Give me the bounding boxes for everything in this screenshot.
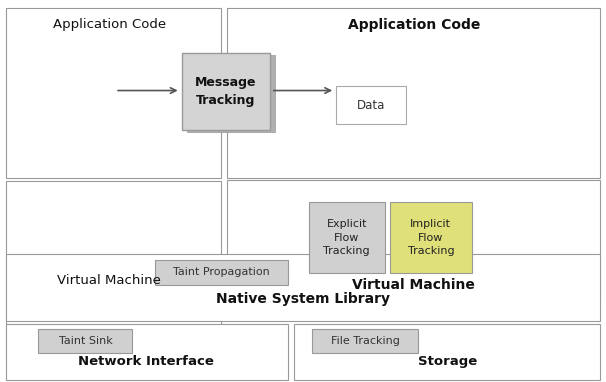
Bar [187, 55, 275, 132]
Bar [6, 181, 221, 359]
Text: File Tracking: File Tracking [331, 336, 400, 346]
Text: Taint Propagation: Taint Propagation [173, 267, 270, 277]
Bar [6, 324, 288, 380]
Bar [336, 86, 406, 124]
Text: Storage: Storage [418, 355, 477, 368]
Text: Application Code: Application Code [348, 18, 480, 32]
Bar [312, 329, 418, 353]
Bar [155, 260, 288, 285]
Bar [6, 8, 221, 178]
Bar [294, 324, 600, 380]
Text: Message
Tracking: Message Tracking [195, 76, 256, 107]
Text: Application Code: Application Code [53, 18, 165, 31]
Text: Network Interface: Network Interface [78, 355, 213, 368]
Bar [309, 202, 385, 273]
Text: Implicit
Flow
Tracking: Implicit Flow Tracking [408, 219, 454, 256]
Bar [38, 329, 132, 353]
Text: Native System Library: Native System Library [216, 292, 390, 306]
Bar [6, 254, 600, 321]
Text: Explicit
Flow
Tracking: Explicit Flow Tracking [324, 219, 370, 256]
Bar [182, 53, 270, 130]
Bar [227, 8, 600, 178]
Text: Data: Data [358, 99, 385, 112]
Bar [390, 202, 472, 273]
Bar [227, 180, 600, 300]
Text: Taint Sink: Taint Sink [59, 336, 112, 346]
Text: Virtual Machine: Virtual Machine [57, 274, 161, 287]
Text: Virtual Machine: Virtual Machine [353, 278, 475, 291]
